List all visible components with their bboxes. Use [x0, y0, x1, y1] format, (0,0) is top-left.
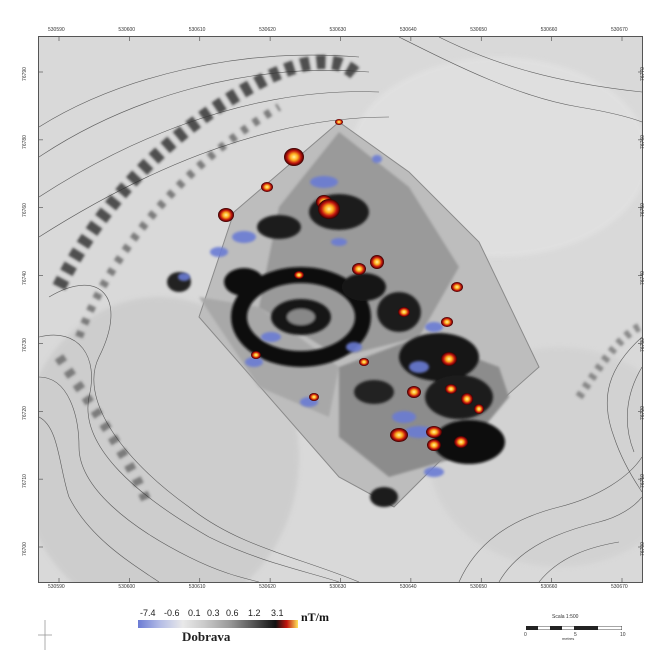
coordinate-label: 530600 — [118, 27, 136, 33]
scale-tick: 10 — [620, 632, 626, 638]
coordinate-label: 530640 — [399, 27, 417, 33]
coordinate-label: 76760 — [21, 202, 28, 217]
ring-anomaly — [167, 194, 505, 507]
coordinate-label: 530630 — [329, 27, 347, 33]
coordinate-label: 530610 — [188, 584, 206, 590]
coordinate-label: 530660 — [540, 584, 558, 590]
map-frame[interactable] — [38, 36, 643, 583]
negative-anomalies — [178, 155, 444, 477]
coordinate-label: 76740 — [21, 270, 28, 285]
legend-value: 0.1 — [188, 608, 201, 618]
coordinate-label: 530620 — [259, 584, 276, 590]
coordinate-label: 530620 — [259, 27, 276, 33]
coordinate-label: 76730 — [21, 338, 28, 353]
positive-anomalies — [218, 119, 484, 451]
coordinate-label: 76710 — [639, 474, 646, 489]
coordinate-label: 530590 — [48, 27, 65, 33]
coordinate-label: 530600 — [118, 584, 136, 590]
coordinate-label: 530670 — [611, 27, 628, 33]
scale-tick: 5 — [574, 632, 577, 638]
legend: -7.4 -0.6 0.1 0.3 0.6 1.2 3.1 nT/m Dobra… — [138, 606, 330, 648]
scale-unit: metres — [562, 636, 575, 641]
coordinate-label: 530670 — [611, 584, 628, 590]
coordinate-label: 530650 — [470, 584, 487, 590]
scale-title: Scala 1:500 — [552, 614, 579, 620]
coordinate-label: 530640 — [399, 584, 417, 590]
frame-ticks — [39, 37, 642, 582]
coordinate-label: 530630 — [329, 584, 347, 590]
coordinate-label: 76790 — [21, 67, 28, 81]
coordinate-label: 76700 — [21, 542, 28, 556]
coordinate-label: 530660 — [540, 27, 558, 33]
coordinate-label: 76720 — [21, 406, 28, 421]
coordinate-label: 76760 — [639, 134, 646, 149]
legend-value: 3.1 — [271, 608, 284, 618]
terrace-ridge — [52, 54, 641, 509]
legend-value: -7.4 — [140, 608, 156, 618]
coordinate-label: 530590 — [48, 584, 65, 590]
coordinate-label: 76740 — [639, 270, 646, 285]
coordinate-label: 76730 — [639, 338, 646, 353]
legend-value: -0.6 — [164, 608, 180, 618]
coordinate-label: 76770 — [639, 67, 646, 81]
legend-value: 0.3 — [207, 608, 220, 618]
legend-value: 1.2 — [248, 608, 261, 618]
color-ramp — [138, 620, 298, 628]
magnetometry-map[interactable] — [39, 37, 642, 582]
coordinate-label: 76700 — [639, 542, 646, 556]
coordinate-label: 530610 — [188, 27, 206, 33]
coordinate-label: 76710 — [21, 474, 28, 489]
coordinate-label: 76720 — [639, 406, 646, 421]
scale-line — [526, 626, 622, 630]
coordinate-label: 76780 — [21, 134, 28, 149]
scale-tick: 0 — [524, 632, 527, 638]
legend-value: 0.6 — [226, 608, 239, 618]
coordinate-label: 76750 — [639, 202, 646, 217]
north-arrow-icon — [38, 620, 52, 650]
site-name: Dobrava — [182, 629, 231, 644]
scale-bar: Scala 1:500 0 5 10 metres — [522, 614, 632, 642]
coordinate-label: 530650 — [470, 27, 487, 33]
legend-unit: nT/m — [301, 610, 330, 624]
